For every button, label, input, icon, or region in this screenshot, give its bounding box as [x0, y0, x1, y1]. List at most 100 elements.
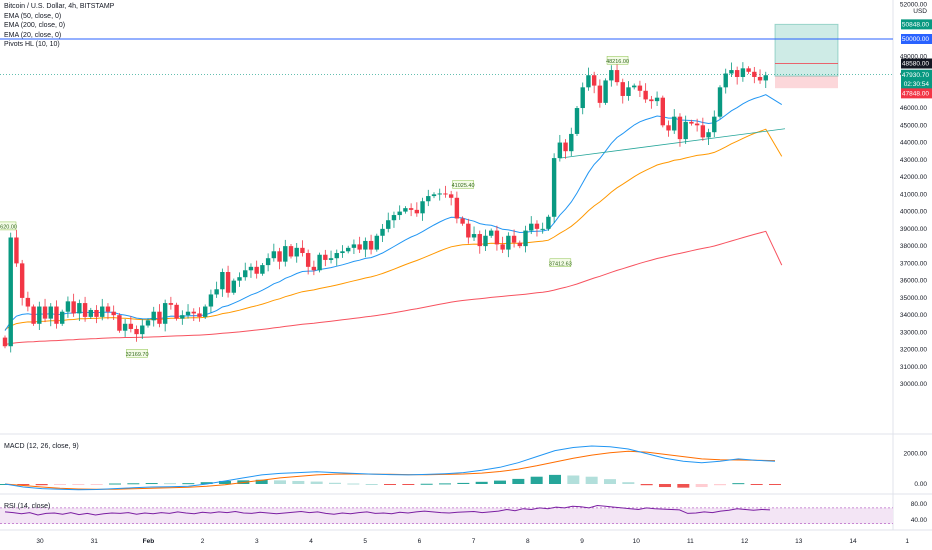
pivot-label: 32169.70: [126, 349, 149, 358]
candle: [237, 272, 242, 287]
macd-legend[interactable]: MACD (12, 26, close, 9): [4, 443, 79, 450]
rsi-legend[interactable]: RSI (14, close): [4, 503, 51, 510]
pivots-legend[interactable]: Pivots HL (10, 10): [4, 41, 60, 49]
chart-legend: Bitcoin / U.S. Dollar, 4h, BITSTAMP EMA …: [4, 2, 114, 50]
candle: [357, 236, 362, 254]
position-profit-zone: [774, 23, 839, 77]
time-label: 4: [309, 538, 313, 545]
candle: [386, 212, 391, 233]
macd-histogram-bar: [164, 483, 176, 485]
candle: [368, 234, 374, 255]
time-label: Feb: [143, 538, 155, 545]
candle: [729, 62, 734, 77]
candle: [534, 220, 540, 237]
macd-histogram-bar: [475, 481, 488, 484]
macd-histogram-bar: [439, 483, 451, 485]
candle: [712, 110, 717, 138]
ema50-line: [4, 128, 783, 331]
time-label: 30: [36, 538, 44, 545]
candle: [128, 316, 134, 333]
svg-text:50848.00: 50848.00: [902, 22, 929, 29]
symbol-title[interactable]: Bitcoin / U.S. Dollar, 4h, BITSTAMP: [4, 3, 115, 10]
candle: [489, 228, 494, 238]
candle: [374, 233, 379, 252]
price-tick-label: 32000.00: [900, 347, 927, 354]
macd-histogram-bar: [402, 484, 415, 485]
rsi-band: [0, 507, 893, 524]
svg-text:48216.00: 48216.00: [606, 59, 629, 65]
price-tick-label: 41000.00: [900, 191, 927, 198]
candle: [185, 304, 191, 319]
candle: [208, 289, 214, 313]
pivot-label: 48216.00: [606, 56, 629, 65]
time-label: 11: [687, 538, 694, 545]
svg-text:32169.70: 32169.70: [126, 352, 149, 358]
ema200-legend[interactable]: EMA (200, close, 0): [4, 22, 66, 30]
macd-histogram-bar: [255, 479, 268, 484]
price-tick-label: 38000.00: [900, 243, 927, 250]
macd-histogram-bar: [457, 482, 470, 484]
candle: [88, 307, 93, 319]
time-label: 3: [255, 538, 259, 545]
candle: [500, 236, 505, 254]
candle: [506, 232, 511, 258]
macd-histogram-bar: [72, 484, 85, 485]
candle: [105, 303, 111, 320]
candle: [317, 252, 322, 273]
candle: [437, 188, 442, 201]
candle: [666, 120, 671, 137]
candle: [448, 190, 454, 206]
macd-histogram-bar: [145, 483, 158, 485]
macd-histogram-bar: [494, 480, 506, 484]
macd-histogram-bar: [219, 480, 231, 484]
candle: [689, 119, 694, 126]
candle: [14, 229, 19, 267]
macd-histogram-bar: [622, 482, 635, 484]
candle: [471, 226, 477, 241]
macd-histogram-bar: [35, 484, 48, 486]
time-label: 5: [363, 538, 367, 545]
candle: [517, 240, 522, 249]
price-badge: 47848.00: [901, 88, 932, 99]
price-tick-label: 30000.00: [900, 381, 927, 388]
ema50-legend[interactable]: EMA (50, close, 0): [4, 12, 62, 20]
candle: [340, 245, 345, 258]
ema20-legend[interactable]: EMA (20, close, 0): [4, 31, 62, 39]
candle: [660, 95, 665, 128]
candle: [203, 304, 208, 319]
macd-histogram-bar: [200, 482, 213, 484]
candle: [672, 109, 677, 134]
price-tick-label: 34000.00: [900, 312, 927, 319]
candle: [351, 239, 357, 255]
price-tick-label: 49000.00: [900, 53, 927, 60]
macd-histogram-bar: [750, 484, 763, 485]
candle: [740, 62, 746, 82]
candle: [620, 78, 625, 104]
candle: [82, 296, 88, 322]
candle: [117, 313, 122, 333]
candle: [363, 237, 368, 258]
candle: [551, 153, 557, 223]
candle: [408, 203, 414, 217]
candle: [42, 298, 48, 323]
time-label: 1: [905, 538, 909, 545]
time-label: 31: [91, 538, 99, 545]
candle: [214, 281, 219, 298]
price-tick-label: 39000.00: [900, 226, 927, 233]
macd-histogram-bar: [182, 483, 195, 485]
svg-text:47848.00: 47848.00: [902, 91, 929, 98]
price-tick-label: 46000.00: [900, 105, 927, 112]
macd-histogram-bar: [567, 475, 580, 484]
currency-label: USD: [913, 8, 927, 15]
svg-text:47930.70: 47930.70: [902, 72, 929, 79]
macd-histogram-bar: [90, 484, 103, 485]
candle: [60, 309, 65, 326]
price-tick-label: 52000.00: [900, 1, 927, 8]
time-label: 8: [526, 538, 530, 545]
macd-histogram-bar: [530, 476, 543, 484]
rsi-tick-label: 40.00: [911, 517, 928, 524]
candle: [569, 127, 574, 157]
price-badge: 47930.70: [901, 69, 932, 80]
candle: [100, 298, 105, 321]
